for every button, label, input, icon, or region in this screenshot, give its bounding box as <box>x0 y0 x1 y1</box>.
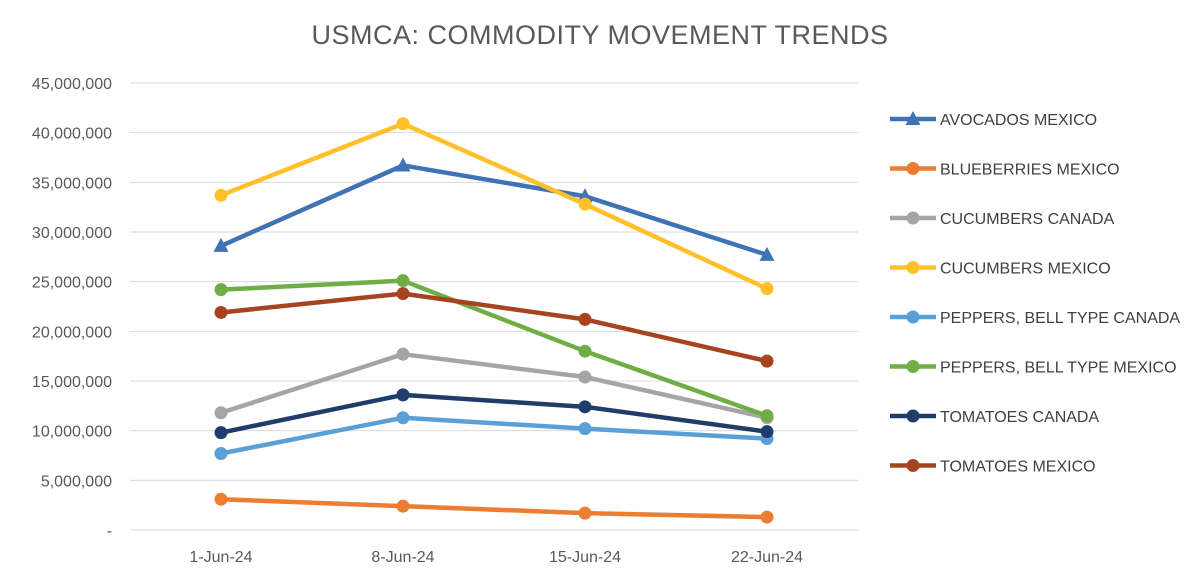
data-point <box>578 312 592 326</box>
data-point <box>577 188 593 203</box>
series-line <box>218 163 770 258</box>
series-line <box>218 278 770 419</box>
series-tomatoes-canada <box>214 388 774 440</box>
series-avocados-mexico <box>213 157 775 261</box>
series-blueberries-mexico <box>214 492 774 524</box>
y-tick-label: 10,000,000 <box>32 424 112 441</box>
legend-item: CUCUMBERS MEXICO <box>890 261 1111 278</box>
data-point <box>760 510 774 524</box>
series-line <box>218 415 770 456</box>
series-lines <box>213 117 775 524</box>
legend-item: PEPPERS, BELL TYPE MEXICO <box>890 360 1177 377</box>
y-tick-label: 25,000,000 <box>32 275 112 292</box>
data-point <box>578 344 592 358</box>
legend-item: AVOCADOS MEXICO <box>890 111 1097 129</box>
y-tick-label: 45,000,000 <box>32 76 112 93</box>
legend-label: PEPPERS, BELL TYPE MEXICO <box>940 360 1177 377</box>
data-point <box>760 354 774 368</box>
y-tick-label: 5,000,000 <box>41 473 112 490</box>
data-point <box>396 499 410 513</box>
legend-label: CUCUMBERS MEXICO <box>940 261 1111 278</box>
y-tick-label: 30,000,000 <box>32 225 112 242</box>
legend-swatch-marker <box>906 162 920 175</box>
data-point <box>578 400 592 414</box>
legend-swatch-marker <box>906 310 920 324</box>
series-line <box>218 351 770 421</box>
y-tick-label: 15,000,000 <box>32 374 112 391</box>
y-tick-label: 20,000,000 <box>32 324 112 341</box>
legend: AVOCADOS MEXICO BLUEBERRIES MEXICO CUCUMBE… <box>890 111 1180 476</box>
data-point <box>214 406 228 420</box>
chart-title: USMCA: COMMODITY MOVEMENT TRENDS <box>311 20 889 50</box>
legend-label: BLUEBERRIES MEXICO <box>940 162 1120 179</box>
legend-swatch-marker <box>905 111 921 125</box>
data-point <box>213 237 229 252</box>
data-point <box>578 506 592 520</box>
legend-swatch-marker <box>906 459 920 472</box>
legend-item: TOMATOES CANADA <box>890 409 1099 426</box>
data-point <box>214 188 228 202</box>
x-tick-label: 8-Jun-24 <box>371 549 434 566</box>
data-point <box>578 370 592 384</box>
series-peppers-bell-type-mexico <box>214 274 774 423</box>
legend-swatch-marker <box>906 360 920 373</box>
data-point <box>395 157 411 172</box>
series-line <box>218 496 770 520</box>
data-point <box>396 411 410 425</box>
data-point <box>214 492 228 506</box>
series-peppers-bell-type-canada <box>214 411 774 461</box>
legend-label: PEPPERS, BELL TYPE CANADA <box>940 310 1180 327</box>
y-tick-label: 40,000,000 <box>32 126 112 143</box>
data-point <box>578 197 592 211</box>
data-point <box>396 347 410 361</box>
legend-swatch-marker <box>906 261 920 274</box>
legend-swatch-marker <box>906 409 920 423</box>
data-point <box>214 283 228 297</box>
series-cucumbers-mexico <box>214 117 774 296</box>
data-point <box>396 287 410 301</box>
data-point <box>396 274 410 288</box>
y-tick-label: - <box>107 523 112 540</box>
legend-label: TOMATOES CANADA <box>940 409 1099 426</box>
x-tick-label: 1-Jun-24 <box>189 549 252 566</box>
axis-labels: - 5,000,000 10,000,000 15,000,000 20,000,000… <box>32 76 803 566</box>
data-point <box>760 425 774 439</box>
data-point <box>214 305 228 319</box>
data-point <box>578 422 592 436</box>
x-tick-label: 22-Jun-24 <box>731 549 803 566</box>
series-line <box>218 392 770 435</box>
legend-item: PEPPERS, BELL TYPE CANADA <box>890 310 1180 327</box>
x-tick-label: 15-Jun-24 <box>549 549 621 566</box>
data-point <box>396 117 410 131</box>
series-line <box>218 121 770 291</box>
y-tick-label: 35,000,000 <box>32 175 112 192</box>
data-point <box>214 426 228 440</box>
series-tomatoes-mexico <box>214 287 774 368</box>
legend-swatch-marker <box>906 211 920 225</box>
legend-item: BLUEBERRIES MEXICO <box>890 162 1120 179</box>
data-point <box>760 282 774 296</box>
series-line <box>218 291 770 364</box>
legend-label: TOMATOES MEXICO <box>940 459 1096 476</box>
data-point <box>759 246 775 261</box>
data-point <box>214 447 228 461</box>
data-point <box>396 388 410 402</box>
legend-label: CUCUMBERS CANADA <box>940 211 1115 228</box>
legend-item: CUCUMBERS CANADA <box>890 211 1115 228</box>
legend-label: AVOCADOS MEXICO <box>940 112 1097 129</box>
legend-item: TOMATOES MEXICO <box>890 459 1096 476</box>
data-point <box>760 409 774 423</box>
